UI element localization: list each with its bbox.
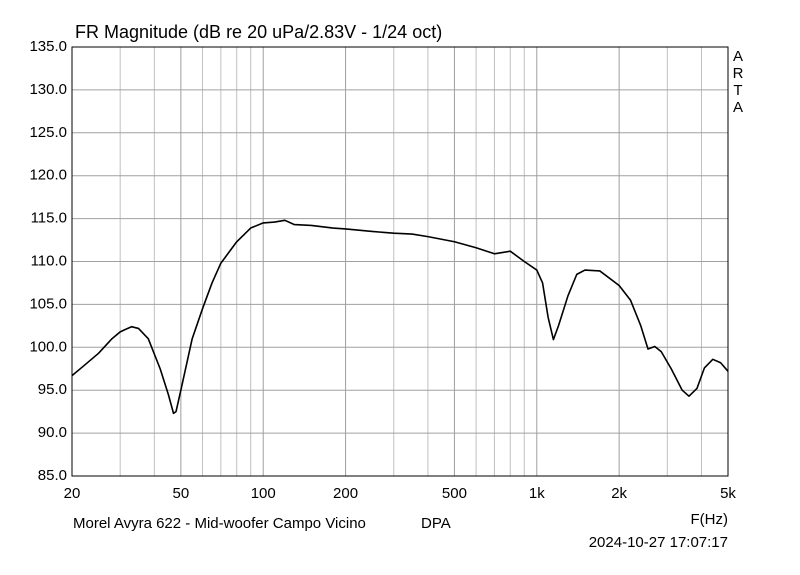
watermark-letter: R bbox=[733, 65, 744, 82]
x-tick-label: 500 bbox=[442, 485, 467, 502]
fr-curve bbox=[71, 219, 729, 415]
watermark-letter: A bbox=[733, 99, 743, 116]
y-tick-label: 110.0 bbox=[31, 252, 67, 269]
y-tick-label: 115.0 bbox=[31, 210, 67, 227]
y-tick-label: 95.0 bbox=[38, 381, 67, 398]
y-tick-label: 125.0 bbox=[29, 124, 67, 141]
timestamp: 2024-10-27 17:07:17 bbox=[589, 534, 728, 551]
plot-frame bbox=[71, 46, 729, 477]
chart-title: FR Magnitude (dB re 20 uPa/2.83V - 1/24 … bbox=[75, 22, 442, 42]
x-tick-label: 200 bbox=[333, 485, 358, 502]
y-tick-label: 100.0 bbox=[29, 338, 67, 355]
watermark-letter: A bbox=[733, 48, 743, 65]
y-tick-label: 90.0 bbox=[38, 424, 67, 441]
y-tick-label: 120.0 bbox=[29, 167, 67, 184]
y-tick-label: 105.0 bbox=[29, 295, 67, 312]
footer-left: Morel Avyra 622 - Mid-woofer Campo Vicin… bbox=[73, 515, 366, 532]
y-tick-label: 85.0 bbox=[38, 467, 67, 484]
x-tick-label: 5k bbox=[720, 485, 736, 502]
watermark-letter: T bbox=[733, 82, 742, 99]
x-tick-label: 50 bbox=[173, 485, 190, 502]
x-tick-label: 20 bbox=[64, 485, 81, 502]
y-tick-label: 130.0 bbox=[29, 81, 67, 98]
footer-mid: DPA bbox=[421, 515, 451, 532]
y-tick-label: 135.0 bbox=[29, 38, 67, 55]
x-tick-label: 1k bbox=[529, 485, 545, 502]
x-tick-label: 100 bbox=[251, 485, 276, 502]
x-axis-label: F(Hz) bbox=[691, 511, 729, 528]
x-tick-label: 2k bbox=[611, 485, 627, 502]
